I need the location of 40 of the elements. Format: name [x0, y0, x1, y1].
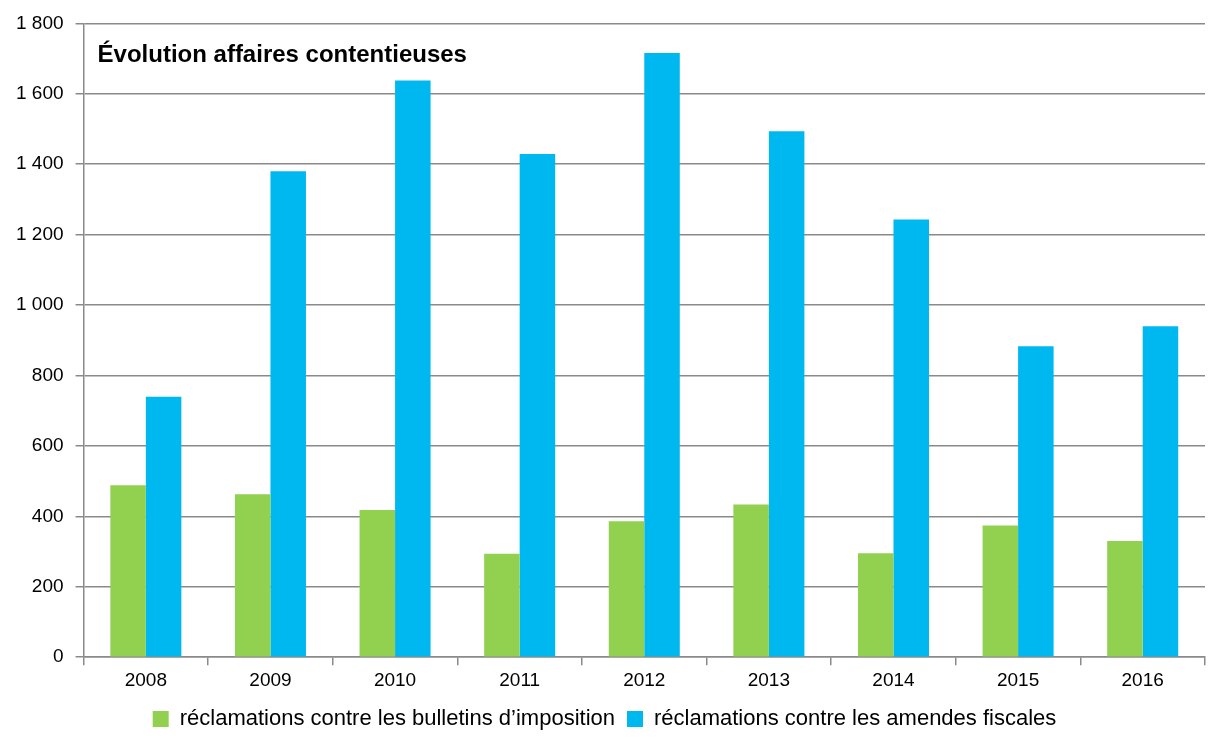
y-tick-label: 0 — [52, 645, 64, 667]
y-tick-label: 1 400 — [16, 152, 64, 174]
y-tick-label: 600 — [31, 434, 64, 456]
bar — [110, 485, 146, 657]
x-tick-label: 2011 — [499, 668, 541, 690]
bar — [145, 396, 182, 657]
bar — [857, 553, 894, 657]
bar — [608, 521, 645, 657]
bar — [484, 553, 520, 657]
y-tick-label: 200 — [31, 575, 64, 597]
x-tick-label: 2013 — [747, 668, 791, 690]
x-tick-label: 2014 — [872, 668, 916, 690]
legend-label: réclamations contre les bulletins d’imposition — [179, 705, 616, 731]
bar — [1018, 346, 1054, 657]
y-tick-label: 1 600 — [16, 82, 64, 104]
x-tick-label: 2016 — [1121, 668, 1164, 690]
x-tick-label: 2015 — [996, 668, 1040, 690]
bar — [234, 494, 271, 657]
bar — [519, 154, 556, 657]
y-tick-label: 400 — [31, 504, 64, 526]
bar — [644, 52, 680, 657]
legend-label: réclamations contre les amendes fiscales — [654, 705, 1057, 731]
x-tick-label: 2010 — [373, 668, 417, 690]
x-tick-label: 2012 — [623, 668, 666, 690]
x-tick-label: 2009 — [249, 668, 292, 690]
bar — [982, 525, 1019, 657]
bar — [1142, 326, 1179, 657]
bar — [1107, 541, 1143, 657]
bar — [733, 504, 769, 657]
bar — [768, 131, 805, 657]
bar — [395, 80, 431, 657]
bar — [893, 219, 929, 657]
y-tick-label: 1 800 — [16, 11, 64, 33]
y-tick-label: 800 — [31, 363, 64, 385]
y-tick-label: 1 200 — [16, 222, 64, 244]
y-tick-label: 1 000 — [16, 293, 64, 315]
bar — [270, 171, 306, 657]
x-tick-label: 2008 — [124, 668, 167, 690]
bar — [359, 510, 396, 657]
text: Évolution affaires contentieuses — [97, 40, 467, 68]
